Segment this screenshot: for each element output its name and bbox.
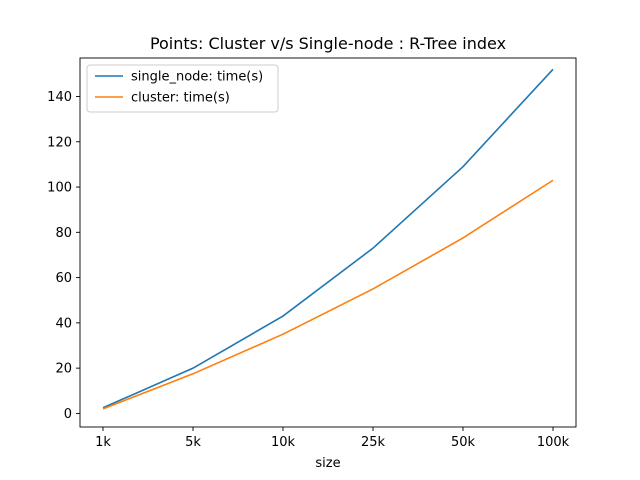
chart-title: Points: Cluster v/s Single-node : R-Tree… — [150, 34, 506, 53]
x-tick-label: 100k — [537, 435, 570, 450]
y-tick-label: 100 — [47, 181, 72, 196]
y-tick-label: 60 — [55, 271, 72, 286]
legend-label-1: cluster: time(s) — [131, 91, 230, 106]
y-tick-label: 40 — [55, 316, 72, 331]
series-line-1 — [102, 179, 554, 410]
y-tick-label: 120 — [47, 135, 72, 150]
legend-box — [86, 64, 279, 113]
legend: single_node: time(s) cluster: time(s) — [86, 64, 279, 113]
x-axis-label: size — [315, 456, 340, 471]
series-line-0 — [102, 68, 554, 409]
y-tick-label: 80 — [55, 226, 72, 241]
x-tick-label: 5k — [185, 435, 201, 450]
y-tick-label: 20 — [55, 362, 72, 377]
y-tick-label: 0 — [64, 407, 72, 422]
x-tick-label: 1k — [95, 435, 111, 450]
x-tick-label: 10k — [271, 435, 296, 450]
plot-frame — [79, 57, 577, 428]
x-tick-label: 25k — [361, 435, 386, 450]
x-tick-label: 50k — [451, 435, 476, 450]
legend-label-0: single_node: time(s) — [131, 70, 263, 85]
y-tick-label: 140 — [47, 90, 72, 105]
plot-area: 1k 5k 10k 25k 50k 100k 0 20 40 60 80 100 120 140 — [47, 57, 577, 450]
